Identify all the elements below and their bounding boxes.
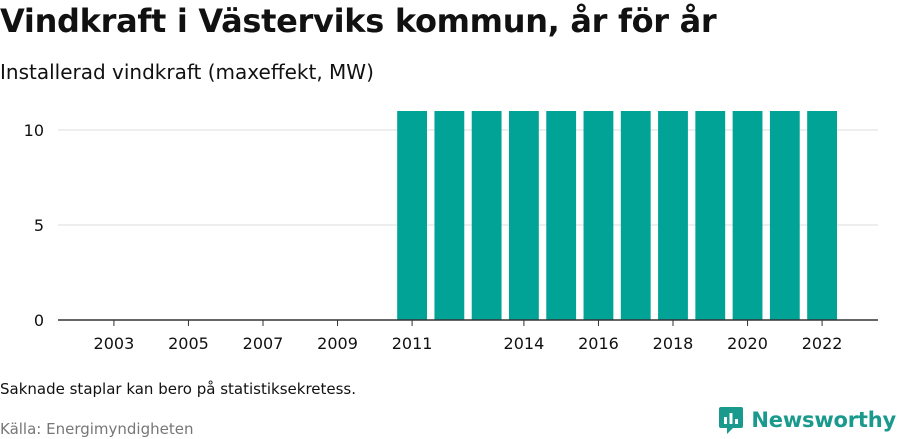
source-credit: Källa: Energimyndigheten	[0, 420, 194, 438]
bar	[807, 111, 837, 320]
y-tick-label: 10	[24, 121, 44, 140]
bar	[434, 111, 465, 320]
x-tick-label: 2005	[168, 334, 209, 353]
chart-subtitle: Installerad vindkraft (maxeffekt, MW)	[0, 60, 374, 84]
x-tick-label: 2009	[317, 334, 358, 353]
bar	[620, 111, 651, 320]
bar	[471, 111, 502, 320]
bar	[583, 111, 614, 320]
newsworthy-logo-icon	[719, 407, 744, 434]
bar	[397, 111, 427, 320]
y-tick-label: 5	[34, 216, 44, 235]
chart-title: Vindkraft i Västerviks kommun, år för år	[0, 2, 717, 40]
bar	[509, 111, 539, 320]
x-tick-label: 2020	[727, 334, 768, 353]
brand-logo: Newsworthy	[718, 405, 896, 435]
brand-name: Newsworthy	[751, 408, 896, 432]
x-tick-label: 2003	[94, 334, 135, 353]
y-tick-label: 0	[34, 311, 44, 330]
x-tick-label: 2022	[802, 334, 843, 353]
x-tick-label: 2014	[504, 334, 545, 353]
bar-chart: 0 5 10 2003 2005 2007 2009 2011 2014 2016 2018 2020…	[24, 111, 878, 353]
x-tick-label: 2011	[392, 334, 433, 353]
bar	[695, 111, 726, 320]
bar	[546, 111, 577, 320]
bar	[732, 111, 763, 320]
bar	[658, 111, 688, 320]
bar	[769, 111, 800, 320]
x-tick-label: 2016	[578, 334, 619, 353]
footnote: Saknade staplar kan bero på statistiksek…	[0, 380, 357, 398]
x-tick-label: 2018	[653, 334, 694, 353]
x-tick-label: 2007	[243, 334, 284, 353]
